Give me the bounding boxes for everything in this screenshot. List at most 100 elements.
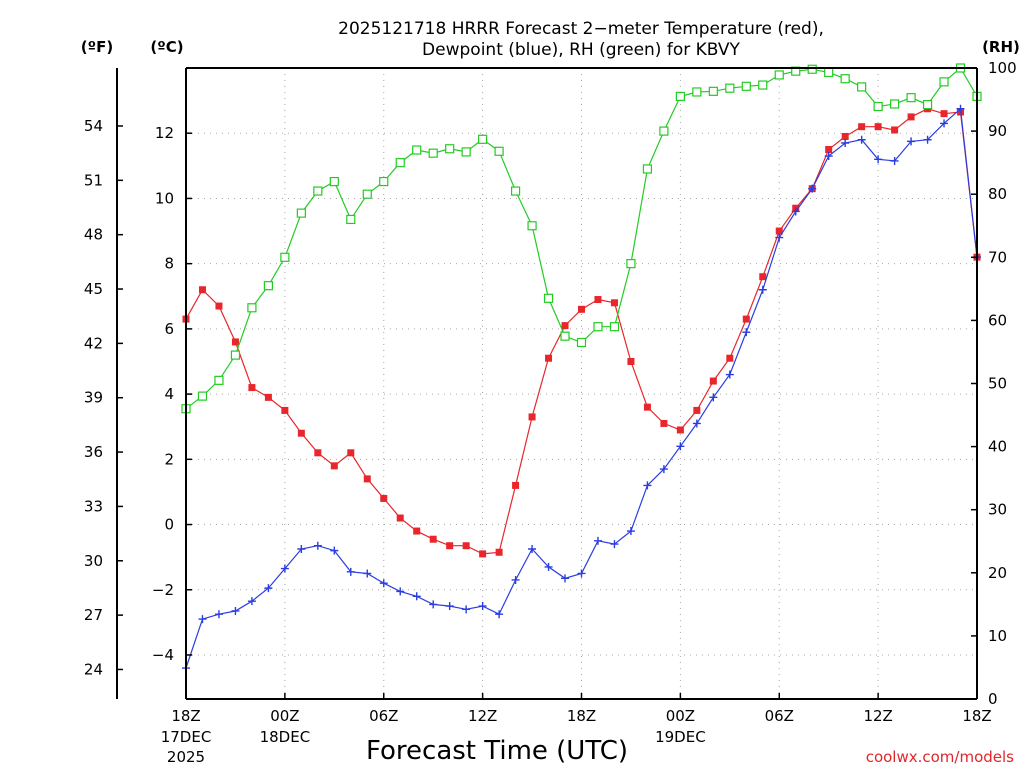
temperature-point: [380, 494, 388, 502]
dewpoint-point: [561, 574, 570, 583]
dewpoint-point: [247, 597, 256, 606]
rh-tick-label: 80: [988, 185, 1007, 203]
rh-point: [461, 147, 471, 157]
rh-point: [725, 83, 735, 93]
x-tick-label: 18Z: [171, 707, 200, 725]
rh-point: [922, 99, 933, 110]
dewpoint-point: [198, 615, 207, 624]
rh-point: [543, 293, 554, 303]
rh-point: [280, 252, 290, 262]
rh-point: [247, 303, 257, 313]
temperature-point: [215, 302, 223, 310]
temperature-point: [297, 429, 305, 437]
temperature-point: [231, 338, 239, 346]
rh-point: [807, 64, 817, 74]
rh-point: [379, 176, 389, 187]
rh-point: [214, 375, 224, 385]
dewpoint-point: [511, 575, 520, 584]
rh-tick-label: 20: [988, 564, 1007, 582]
rh-point: [346, 214, 356, 225]
temperature-point: [198, 286, 206, 294]
rh-tick-label: 70: [988, 248, 1007, 266]
x-tick-label: 06Z: [369, 707, 398, 725]
dewpoint-point: [462, 605, 471, 614]
temperature-point: [775, 227, 783, 235]
temperature-point: [940, 110, 948, 118]
rh-point: [626, 259, 636, 269]
temperature-point: [627, 357, 635, 365]
temperature-point: [858, 123, 866, 131]
dewpoint-point: [544, 562, 553, 571]
temperature-series: [182, 105, 981, 558]
fahrenheit-tick-label: 45: [84, 280, 103, 298]
rh-line: [185, 67, 978, 410]
rh-point: [593, 322, 603, 332]
fahrenheit-tick-label: 24: [84, 660, 103, 678]
rh-unit-label: (RH): [982, 38, 1020, 56]
temperature-point: [759, 273, 767, 281]
x-tick-label: 12Z: [468, 707, 497, 725]
rh-point: [576, 337, 587, 348]
temperature-point: [495, 548, 503, 556]
celsius-tick-label: 4: [164, 385, 174, 403]
x-date-label: 19DEC: [655, 728, 706, 746]
dewpoint-point: [577, 569, 586, 578]
temperature-point: [462, 542, 470, 550]
x-tick-label: 00Z: [270, 707, 299, 725]
temperature-point: [726, 354, 734, 362]
rh-point: [197, 391, 208, 401]
temperature-point: [594, 296, 602, 304]
dewpoint-point: [907, 137, 916, 146]
temperature-point: [363, 475, 371, 483]
rh-point: [329, 176, 339, 187]
rh-point: [609, 322, 620, 332]
temperature-point: [512, 481, 520, 489]
dewpoint-point: [264, 584, 273, 593]
rh-tick-label: 100: [988, 59, 1017, 77]
dewpoint-point: [775, 233, 784, 242]
celsius-tick-label: −2: [152, 581, 174, 599]
rh-point: [412, 145, 422, 155]
temperature-point: [413, 527, 421, 535]
temperature-point: [446, 542, 454, 550]
x-year-label: 2025: [167, 748, 205, 766]
temperature-point: [610, 299, 618, 307]
dewpoint-point: [429, 600, 438, 609]
rh-tick-label: 90: [988, 122, 1007, 140]
dewpoint-point: [874, 155, 883, 164]
rh-point: [840, 74, 850, 84]
rh-point: [939, 77, 949, 87]
dewpoint-point: [692, 419, 701, 428]
temperature-point: [528, 413, 536, 421]
temperature-point: [396, 514, 404, 522]
fahrenheit-tick-label: 27: [84, 606, 103, 624]
rh-point: [428, 148, 438, 158]
dewpoint-point: [412, 592, 421, 601]
dewpoint-point: [495, 610, 504, 619]
x-date-label: 18DEC: [260, 728, 311, 746]
chart-title-line2: Dewpoint (blue), RH (green) for KBVY: [422, 40, 740, 60]
dewpoint-point: [528, 544, 537, 553]
dewpoint-point: [923, 135, 932, 144]
temperature-point: [693, 406, 701, 414]
celsius-tick-label: 2: [164, 450, 174, 468]
temperature-point: [545, 354, 553, 362]
fahrenheit-tick-label: 42: [84, 334, 103, 352]
x-date-label: 17DEC: [161, 728, 212, 746]
dewpoint-point: [593, 536, 602, 545]
dewpoint-point: [709, 393, 718, 402]
dewpoint-point: [956, 104, 965, 113]
dewpoint-point: [346, 567, 355, 576]
temperature-point: [841, 132, 849, 140]
dewpoint-point: [396, 587, 405, 596]
dewpoint-point: [643, 481, 652, 490]
rh-point: [560, 331, 570, 341]
temperature-point: [874, 123, 882, 131]
rh-tick-label: 0: [988, 690, 998, 708]
rh-point: [510, 186, 521, 196]
dewpoint-point: [330, 546, 339, 555]
credit-text: coolwx.com/models: [866, 748, 1014, 766]
dewpoint-point: [808, 184, 817, 193]
temperature-point: [891, 126, 899, 134]
celsius-tick-label: 8: [164, 255, 174, 273]
